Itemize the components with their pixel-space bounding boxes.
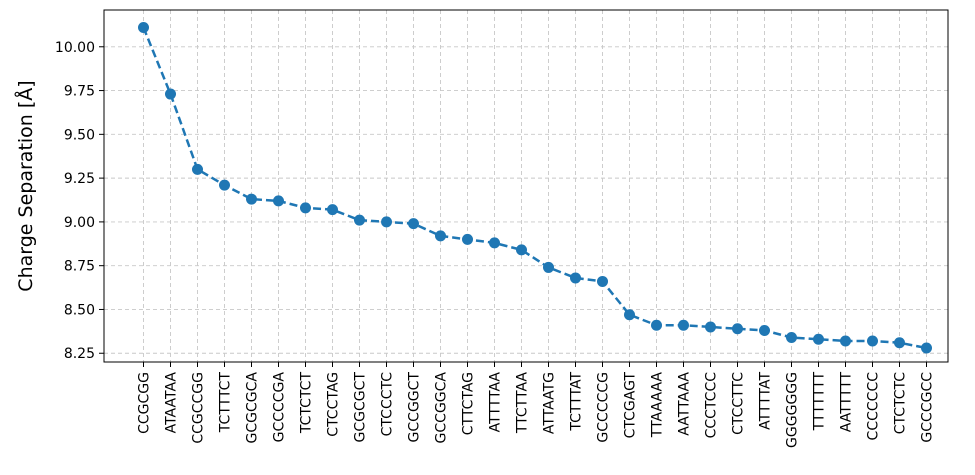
x-tick-label: GCGCGCT [353,372,369,443]
x-tick-label: CTCCTAG [326,372,342,437]
y-tick-label: 8.75 [64,259,95,275]
data-point [705,321,716,333]
x-tick-label: CCGCGG [137,372,153,434]
data-point [273,195,284,207]
y-axis: 8.25 8.50 8.75 9.00 9.25 9.50 9.75 10.00 [55,40,104,362]
x-tick-label: TTAAAAA [650,372,666,439]
data-point [327,204,338,216]
grid [104,10,948,362]
y-tick-label: 9.00 [64,215,95,231]
data-point [813,333,824,345]
data-point [840,335,851,347]
data-point [246,193,257,205]
data-point [408,218,419,230]
x-tick-label: GCCCGCC [920,372,936,443]
data-point [516,244,527,256]
y-tick-label: 9.50 [64,127,95,143]
data-point [894,337,905,349]
x-tick-label: GCCCCGA [272,372,288,443]
x-tick-label: TCTTTCT [218,372,234,434]
data-point [192,163,203,175]
data-point [543,261,554,273]
data-point [435,230,446,242]
y-tick-label: 8.25 [64,346,95,362]
x-tick-label: AATTAAA [677,372,693,436]
data-point [678,319,689,331]
data-point [570,272,581,284]
x-tick-label: ATAATAA [164,372,180,434]
x-tick-label: GGGGGGG [785,372,801,448]
x-tick-label: TTTTTTT [812,372,828,432]
y-tick-label: 9.25 [64,171,95,187]
data-point [597,275,608,287]
x-tick-label: ATTTTAT [758,372,774,430]
x-tick-label: GCGCGCA [245,372,261,444]
x-tick-label: CCGCCGG [191,372,207,444]
data-point [624,309,635,321]
x-tick-label: TTCTTAA [515,372,531,435]
data-point [867,335,878,347]
data-point [219,179,230,191]
y-tick-label: 10.00 [55,40,95,56]
data-point [732,323,743,335]
y-tick-label: 8.50 [64,302,95,318]
data-point [651,319,662,331]
data-point [138,22,149,34]
x-axis: CCGCGG ATAATAA CCGCCGG TCTTTCT GCGCGCA GCCCCG… [137,362,936,448]
data-point [354,214,365,226]
x-tick-label: TCTTTAT [569,372,585,432]
data-point [462,233,473,245]
x-tick-label: CTCCCTC [380,372,396,437]
x-tick-label: CCCCCCC [866,372,882,441]
data-point [165,88,176,100]
y-tick-label: 9.75 [64,84,95,100]
x-tick-label: CCCTCCC [704,372,720,439]
data-point [381,216,392,228]
y-axis-title: Charge Separation [Å] [14,80,37,291]
x-tick-label: TCTCTCT [299,372,315,435]
x-tick-label: ATTAATG [542,372,558,434]
x-tick-label: CTTCTAG [461,372,477,435]
x-tick-label: GCCGGCT [407,372,423,443]
series-charge-separation [138,22,932,354]
data-point [300,202,311,214]
x-tick-label: CTCGAGT [623,372,639,439]
data-point [489,237,500,249]
plot-frame [103,9,949,363]
x-tick-label: ATTTTAA [488,372,504,433]
data-point [786,331,797,343]
series-line [142,27,927,350]
x-tick-label: GCCCCCG [596,372,612,443]
data-point [921,342,932,354]
x-tick-label: GCCGGCA [434,372,450,444]
x-tick-label: CTCCTTC [731,372,747,435]
x-tick-label: CTCTCTC [893,372,909,435]
data-point [759,324,770,336]
x-tick-label: AATTTTT [839,372,855,433]
